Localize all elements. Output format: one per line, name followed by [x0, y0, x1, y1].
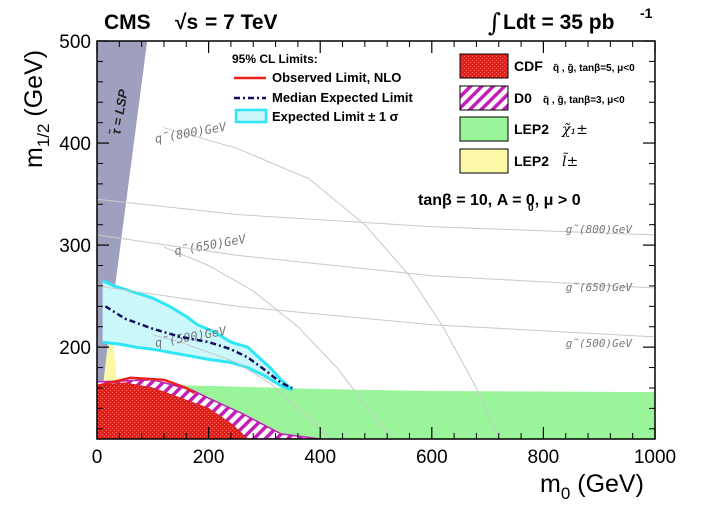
legend-d0-swatch: [459, 85, 509, 111]
curves-layer: [97, 305, 293, 395]
legend-observed-label: Observed Limit, NLO: [272, 70, 401, 85]
x-axis-title: m0 (GeV): [540, 470, 644, 503]
ticks-layer: 0 200 400 600 800 1000 200 300 400 500: [59, 32, 676, 468]
regions-layer: [97, 41, 655, 439]
experiment-label: CMS: [104, 11, 151, 34]
gluino-contour-2: [97, 198, 655, 236]
expected-limit-curve: [104, 305, 293, 390]
energy-value: = 7 TeV: [205, 11, 278, 34]
expected-band-upper-edge: [101, 279, 294, 392]
legend-lep2-slepton-swatch: [459, 148, 509, 174]
legend-expected-label: Median Expected Limit: [272, 90, 414, 105]
legend-lep2-chargino-swatch: [459, 116, 509, 142]
lumi-text: Ldt = 35 pb: [503, 11, 614, 34]
gluino-contour-label-2: g̃(800)GeV: [566, 223, 634, 236]
legend-lep2-chargino-detail: χ̃₁±: [561, 122, 588, 138]
y-axis-title: m1/2 (GeV): [20, 50, 53, 168]
expected-band-fill: [102, 280, 293, 390]
x-tick-label-5: 1000: [634, 447, 676, 468]
legend-cdf-label: CDF: [514, 58, 543, 74]
params-a0-sub: 0: [528, 203, 534, 214]
y-tick-label-1: 300: [59, 236, 91, 257]
x-tick-label-2: 400: [304, 447, 336, 468]
y-tick-label-3: 500: [59, 32, 91, 53]
legend-cdf-swatch: [459, 53, 509, 79]
x-tick-label-3: 600: [416, 447, 448, 468]
legend-right: CDF q̃ , g̃, tanβ=5, μ<0 D0 q̃ , g̃, tan…: [459, 53, 635, 174]
lumi-integral: ∫: [488, 8, 501, 37]
squark-contour-0: [152, 334, 332, 439]
tau-lsp-region: [97, 41, 148, 439]
lumi-exponent: -1: [640, 5, 653, 21]
squark-contour-2: [163, 127, 500, 439]
legend-lep2-slepton-detail: l̃±: [562, 152, 578, 170]
x-tick-label-0: 0: [92, 447, 103, 468]
legend-d0-detail: q̃ , g̃, tanβ=3, μ<0: [543, 95, 625, 106]
gluino-contour-label-0: g̃(500)GeV: [566, 337, 634, 350]
legend-band-swatch: [234, 108, 268, 124]
observed-limit-curve: [97, 376, 196, 395]
y-tick-label-0: 200: [59, 338, 91, 359]
legend-left-title: 95% CL Limits:: [232, 52, 318, 66]
legend-band-label: Expected Limit ± 1 σ: [272, 109, 399, 124]
gluino-contour-label-1: g̃(650)GeV: [566, 281, 634, 294]
params-text: tanβ = 10, A = 0, μ > 0: [418, 192, 581, 209]
x-tick-label-1: 200: [193, 447, 225, 468]
expected-band-lower-edge: [102, 340, 293, 392]
plot-frame: [96, 40, 656, 440]
legend-lep2-slepton-label: LEP2: [514, 153, 549, 169]
squark-contour-1: [163, 246, 394, 439]
energy-prefix: √s: [175, 11, 198, 34]
legend-lep2-chargino-label: LEP2: [514, 121, 549, 137]
legend-left: 95% CL Limits: Observed Limit, NLO Media…: [232, 52, 414, 124]
gluino-contour-1: [97, 234, 655, 289]
legend-d0-label: D0: [514, 90, 532, 106]
x-tick-label-4: 800: [528, 447, 560, 468]
y-tick-label-2: 400: [59, 134, 91, 155]
legend-cdf-detail: q̃ , g̃, tanβ=5, μ<0: [553, 63, 635, 74]
plot-area: [97, 41, 655, 439]
gluino-contour-0: [97, 285, 655, 338]
